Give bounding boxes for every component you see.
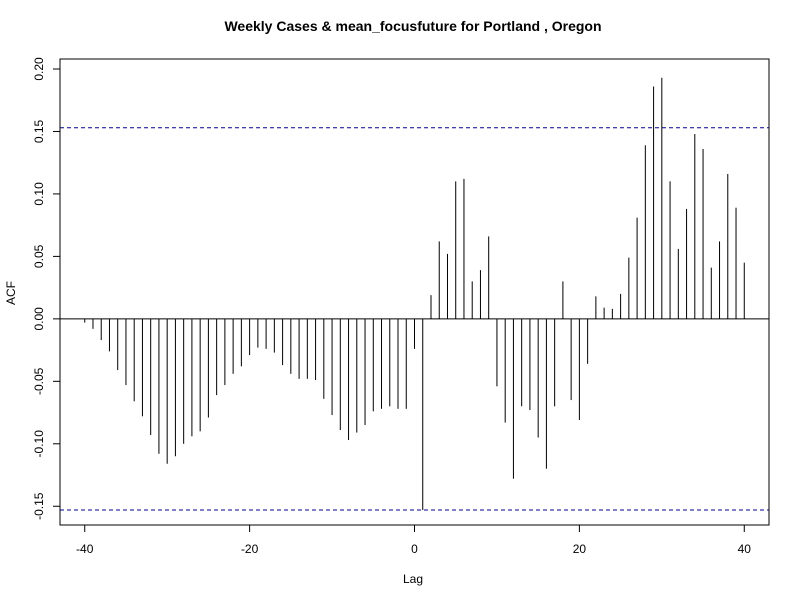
x-tick-label: -40 xyxy=(76,542,94,556)
x-tick-label: 40 xyxy=(738,542,752,556)
reference-lines xyxy=(60,127,769,511)
y-axis: -0.15 -0.10 -0.05 0.00 0.05 0.10 0.15 0.20 xyxy=(32,57,61,520)
y-tick-label: -0.15 xyxy=(32,492,46,520)
x-tick-label: 0 xyxy=(411,542,418,556)
x-tick-label: -20 xyxy=(241,542,259,556)
y-tick-label: 0.10 xyxy=(32,182,46,206)
y-tick-label: -0.10 xyxy=(32,430,46,458)
y-tick-label: 0.15 xyxy=(32,119,46,143)
y-axis-label: ACF xyxy=(4,281,18,305)
y-tick-label: -0.05 xyxy=(32,367,46,395)
x-tick-label: 20 xyxy=(573,542,587,556)
y-tick-label: 0.05 xyxy=(32,244,46,268)
chart-title: Weekly Cases & mean_focusfuture for Port… xyxy=(224,18,601,34)
x-axis-label: Lag xyxy=(403,572,423,586)
plot-frame xyxy=(59,58,770,526)
y-tick-label: 0.20 xyxy=(32,57,46,81)
x-axis: -40 -20 0 20 40 xyxy=(76,524,752,556)
y-tick-label: 0.00 xyxy=(32,307,46,331)
acf-bars xyxy=(84,77,745,511)
